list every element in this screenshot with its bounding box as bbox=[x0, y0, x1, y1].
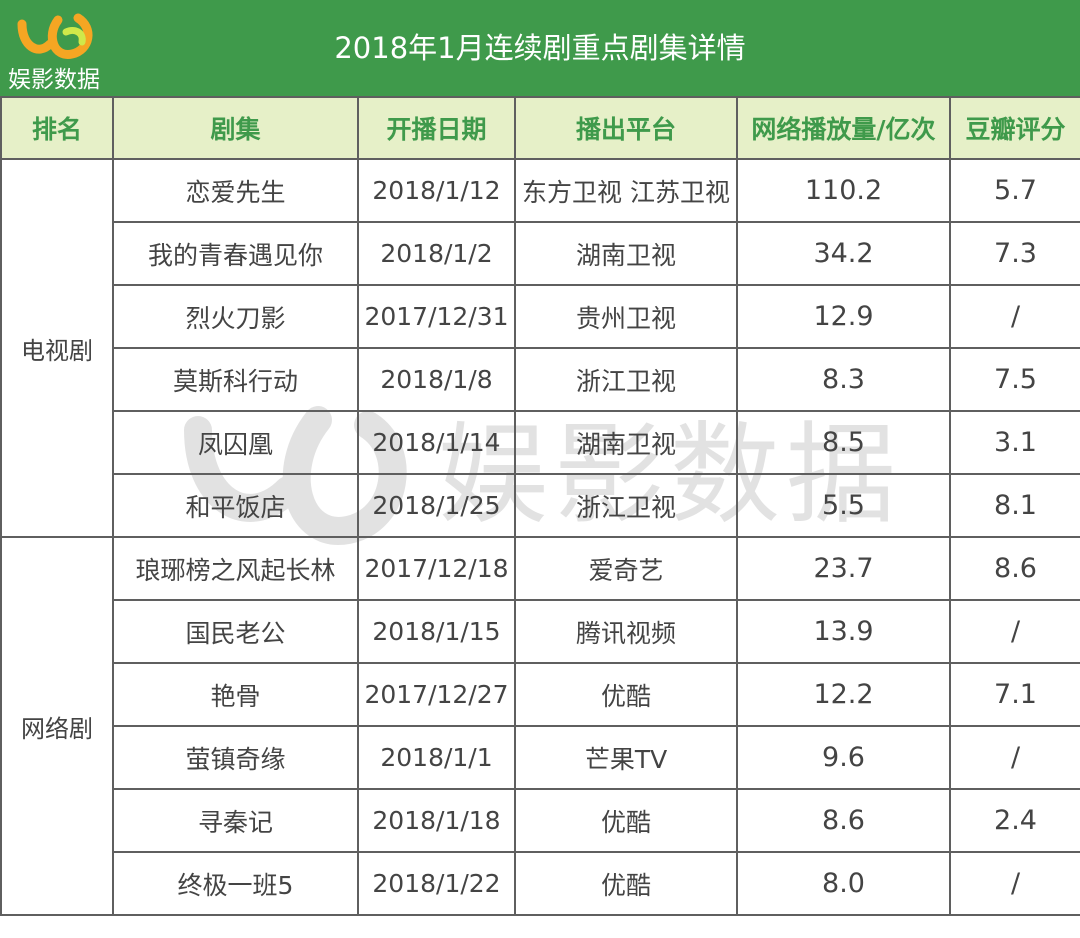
date-cell: 2018/1/25 bbox=[357, 473, 516, 538]
platform-cell: 优酷 bbox=[514, 788, 738, 853]
title-cell: 莫斯科行动 bbox=[112, 347, 359, 412]
platform-cell: 湖南卫视 bbox=[514, 221, 738, 286]
table-row: 终极一班5 2018/1/22 优酷 8.0 / bbox=[1, 851, 1080, 916]
platform-cell: 芒果TV bbox=[514, 725, 738, 790]
platform-cell: 爱奇艺 bbox=[514, 536, 738, 601]
views-cell: 23.7 bbox=[736, 536, 951, 601]
drama-table: 排名 剧集 开播日期 播出平台 网络播放量/亿次 豆瓣评分 电视剧 恋爱先生 2… bbox=[0, 96, 1080, 916]
score-cell: / bbox=[949, 284, 1080, 349]
date-cell: 2018/1/8 bbox=[357, 347, 516, 412]
date-cell: 2017/12/27 bbox=[357, 662, 516, 727]
views-cell: 5.5 bbox=[736, 473, 951, 538]
views-cell: 8.3 bbox=[736, 347, 951, 412]
score-cell: 5.7 bbox=[949, 158, 1080, 223]
score-cell: 3.1 bbox=[949, 410, 1080, 475]
title-cell: 凤囚凰 bbox=[112, 410, 359, 475]
table-row: 莫斯科行动 2018/1/8 浙江卫视 8.3 7.5 bbox=[1, 347, 1080, 412]
title-cell: 琅琊榜之风起长林 bbox=[112, 536, 359, 601]
title-bar: 娱影数据 2018年1月连续剧重点剧集详情 bbox=[0, 0, 1080, 96]
platform-cell: 东方卫视 江苏卫视 bbox=[514, 158, 738, 223]
table-row: 和平饭店 2018/1/25 浙江卫视 5.5 8.1 bbox=[1, 473, 1080, 538]
table-row: 我的青春遇见你 2018/1/2 湖南卫视 34.2 7.3 bbox=[1, 221, 1080, 286]
views-cell: 12.9 bbox=[736, 284, 951, 349]
platform-cell: 优酷 bbox=[514, 851, 738, 916]
score-cell: 7.1 bbox=[949, 662, 1080, 727]
views-cell: 110.2 bbox=[736, 158, 951, 223]
table-row: 艳骨 2017/12/27 优酷 12.2 7.1 bbox=[1, 662, 1080, 727]
date-cell: 2017/12/31 bbox=[357, 284, 516, 349]
title-cell: 艳骨 bbox=[112, 662, 359, 727]
views-cell: 8.0 bbox=[736, 851, 951, 916]
title-cell: 和平饭店 bbox=[112, 473, 359, 538]
title-cell: 寻秦记 bbox=[112, 788, 359, 853]
header-platform: 播出平台 bbox=[514, 96, 738, 160]
score-cell: / bbox=[949, 599, 1080, 664]
title-cell: 萤镇奇缘 bbox=[112, 725, 359, 790]
score-cell: 7.5 bbox=[949, 347, 1080, 412]
views-cell: 12.2 bbox=[736, 662, 951, 727]
title-cell: 烈火刀影 bbox=[112, 284, 359, 349]
table-row: 国民老公 2018/1/15 腾讯视频 13.9 / bbox=[1, 599, 1080, 664]
date-cell: 2018/1/22 bbox=[357, 851, 516, 916]
header-views: 网络播放量/亿次 bbox=[736, 96, 951, 160]
views-cell: 9.6 bbox=[736, 725, 951, 790]
date-cell: 2018/1/1 bbox=[357, 725, 516, 790]
date-cell: 2018/1/14 bbox=[357, 410, 516, 475]
score-cell: / bbox=[949, 725, 1080, 790]
date-cell: 2017/12/18 bbox=[357, 536, 516, 601]
platform-cell: 优酷 bbox=[514, 662, 738, 727]
title-cell: 恋爱先生 bbox=[112, 158, 359, 223]
platform-cell: 浙江卫视 bbox=[514, 347, 738, 412]
logo-text: 娱影数据 bbox=[8, 67, 100, 93]
score-cell: 8.1 bbox=[949, 473, 1080, 538]
title-cell: 国民老公 bbox=[112, 599, 359, 664]
platform-cell: 贵州卫视 bbox=[514, 284, 738, 349]
views-cell: 13.9 bbox=[736, 599, 951, 664]
title-cell: 我的青春遇见你 bbox=[112, 221, 359, 286]
category-cell: 电视剧 bbox=[0, 158, 114, 538]
table-row: 寻秦记 2018/1/18 优酷 8.6 2.4 bbox=[1, 788, 1080, 853]
date-cell: 2018/1/2 bbox=[357, 221, 516, 286]
score-cell: / bbox=[949, 851, 1080, 916]
date-cell: 2018/1/12 bbox=[357, 158, 516, 223]
table-row: 网络剧 琅琊榜之风起长林 2017/12/18 爱奇艺 23.7 8.6 bbox=[0, 536, 1080, 916]
header-rank: 排名 bbox=[0, 96, 114, 160]
table-row: 烈火刀影 2017/12/31 贵州卫视 12.9 / bbox=[1, 284, 1080, 349]
date-cell: 2018/1/15 bbox=[357, 599, 516, 664]
score-cell: 2.4 bbox=[949, 788, 1080, 853]
score-cell: 8.6 bbox=[949, 536, 1080, 601]
title-cell: 终极一班5 bbox=[112, 851, 359, 916]
table-row: 凤囚凰 2018/1/14 湖南卫视 8.5 3.1 bbox=[1, 410, 1080, 475]
page-title: 2018年1月连续剧重点剧集详情 bbox=[334, 31, 746, 65]
header-date: 开播日期 bbox=[357, 96, 516, 160]
date-cell: 2018/1/18 bbox=[357, 788, 516, 853]
header-title: 剧集 bbox=[112, 96, 359, 160]
platform-cell: 湖南卫视 bbox=[514, 410, 738, 475]
table-row: 萤镇奇缘 2018/1/1 芒果TV 9.6 / bbox=[1, 725, 1080, 790]
views-cell: 34.2 bbox=[736, 221, 951, 286]
views-cell: 8.5 bbox=[736, 410, 951, 475]
header-score: 豆瓣评分 bbox=[949, 96, 1080, 160]
table-header-row: 排名 剧集 开播日期 播出平台 网络播放量/亿次 豆瓣评分 bbox=[0, 96, 1080, 160]
brand-logo-icon bbox=[17, 13, 93, 59]
category-cell: 网络剧 bbox=[0, 536, 114, 916]
platform-cell: 腾讯视频 bbox=[514, 599, 738, 664]
table-row: 电视剧 恋爱先生 2018/1/12 东方卫视 江苏卫视 110.2 5.7 bbox=[0, 158, 1080, 538]
score-cell: 7.3 bbox=[949, 221, 1080, 286]
views-cell: 8.6 bbox=[736, 788, 951, 853]
platform-cell: 浙江卫视 bbox=[514, 473, 738, 538]
